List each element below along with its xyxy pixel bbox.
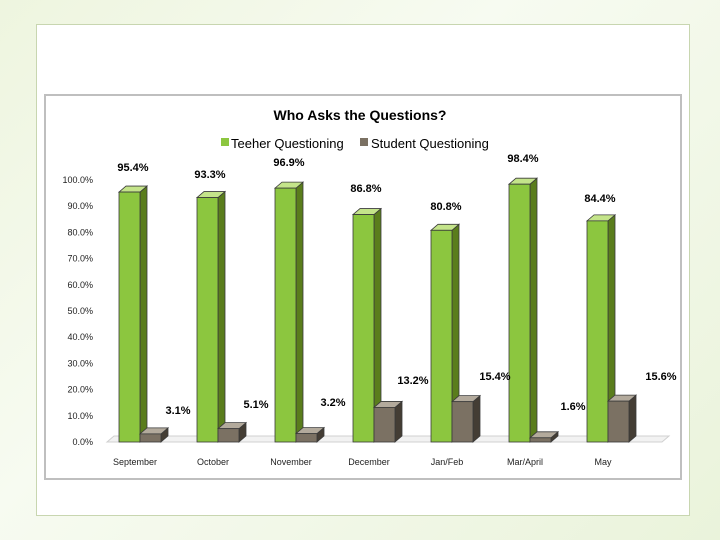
bar-front [430,229,453,443]
teacher-bar [273,181,305,443]
student-bar [606,394,638,443]
student-data-label: 15.6% [645,371,676,383]
teacher-bar [117,185,149,443]
teacher-data-label: 80.8% [430,201,461,213]
student-bar [528,430,560,443]
y-tick-label: 10.0% [67,411,93,421]
bar-side [217,190,226,443]
x-category-label: Jan/Feb [431,457,464,467]
student-bar [450,394,482,443]
y-tick-label: 30.0% [67,358,93,368]
bar-front [274,187,297,443]
bar-front [118,191,141,443]
y-tick-label: 70.0% [67,254,93,264]
bar-front [196,197,219,443]
bar-front [217,428,240,443]
x-category-label: September [113,457,157,467]
teacher-bar [195,190,227,443]
y-tick-label: 40.0% [67,332,93,342]
teacher-bar [429,223,461,443]
y-tick-label: 20.0% [67,385,93,395]
bar-side [295,181,304,443]
teacher-bar [585,214,617,443]
chart-title: Who Asks the Questions? [274,107,447,123]
x-category-label: May [594,457,612,467]
bar-front [352,214,375,443]
bar-front [586,220,609,443]
bar-front [295,433,318,443]
teacher-data-label: 98.4% [507,153,538,165]
bar-front [508,183,531,443]
legend-label-student: Student Questioning [371,136,489,151]
bars [117,177,638,443]
bar-front [373,407,396,443]
teacher-data-label: 96.9% [273,157,304,169]
legend-swatch-teacher [221,138,229,146]
legend-swatch-student [360,138,368,146]
y-tick-label: 80.0% [67,227,93,237]
student-bar [372,400,404,443]
bar-front [451,401,474,443]
y-tick-label: 100.0% [62,175,93,185]
bar-side [628,394,637,443]
bar-front [529,437,552,443]
student-bar [138,427,170,443]
y-tick-label: 60.0% [67,280,93,290]
student-bar [216,421,248,443]
bar-side [529,177,538,443]
x-category-label: December [348,457,390,467]
x-category-label: October [197,457,229,467]
student-data-label: 13.2% [397,375,428,387]
bar-front [139,433,162,443]
teacher-data-label: 86.8% [350,183,381,195]
data-labels: 95.4% 3.1% 93.3% 5.1% 96.9% 3.2% 86.8% 13.2% 80.… [117,153,676,417]
bar-side [472,394,481,443]
student-data-label: 5.1% [243,399,268,411]
student-data-label: 1.6% [560,401,585,413]
x-category-label: November [270,457,312,467]
legend: Teeher Questioning Student Questioning [221,136,489,151]
student-data-label: 15.4% [479,371,510,383]
teacher-data-label: 95.4% [117,162,148,174]
teacher-data-label: 93.3% [194,169,225,181]
bar-front [607,400,630,443]
legend-label-teacher: Teeher Questioning [231,136,344,151]
x-category-label: Mar/April [507,457,543,467]
y-tick-label: 0.0% [72,437,93,447]
bar-side [139,185,148,443]
bar-side [394,400,403,443]
y-tick-label: 50.0% [67,306,93,316]
teacher-data-label: 84.4% [584,193,615,205]
student-data-label: 3.2% [320,397,345,409]
teacher-bar [507,177,539,443]
student-data-label: 3.1% [165,405,190,417]
y-tick-label: 90.0% [67,201,93,211]
student-bar [294,426,326,443]
